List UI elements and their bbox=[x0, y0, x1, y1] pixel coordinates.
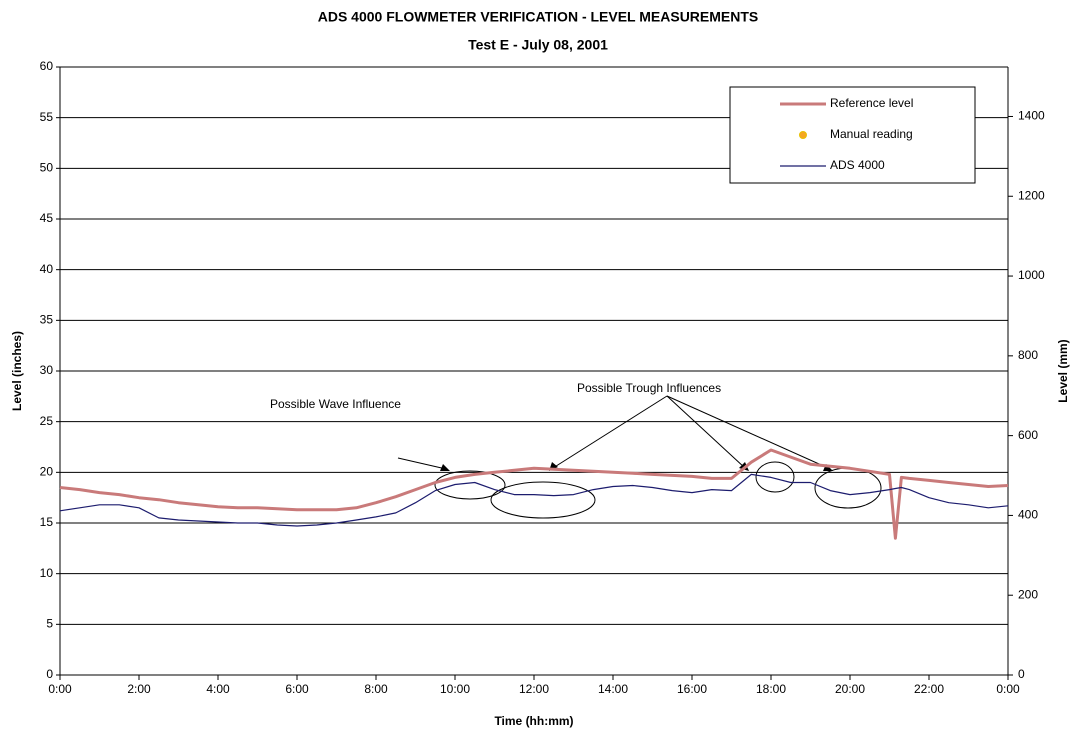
y-tick-label: 0 bbox=[46, 667, 53, 681]
chart-subtitle: Test E - July 08, 2001 bbox=[468, 37, 608, 53]
y-tick-label: 10 bbox=[40, 566, 54, 580]
annotation-shapes bbox=[397, 395, 882, 519]
legend-label: Manual reading bbox=[830, 127, 913, 141]
legend-label: ADS 4000 bbox=[830, 158, 885, 172]
arrow bbox=[666, 395, 829, 469]
arrow bbox=[666, 395, 746, 469]
y2-tick-label: 600 bbox=[1018, 428, 1038, 442]
series-line bbox=[59, 448, 1009, 540]
y2-tick-label: 1400 bbox=[1018, 109, 1045, 123]
x-tick-label: 20:00 bbox=[835, 682, 865, 696]
ellipse bbox=[434, 470, 506, 500]
ellipse bbox=[490, 481, 596, 519]
x-tick-label: 0:00 bbox=[48, 682, 72, 696]
legend-label: Reference level bbox=[830, 96, 913, 110]
y-tick-label: 60 bbox=[40, 59, 54, 73]
x-tick-label: 16:00 bbox=[677, 682, 707, 696]
arrow bbox=[552, 395, 668, 469]
y-tick-label: 25 bbox=[40, 414, 54, 428]
y2-axis-label: Level (mm) bbox=[1056, 339, 1070, 402]
y-tick-label: 30 bbox=[40, 363, 54, 377]
annotation: Possible Wave Influence bbox=[270, 397, 401, 411]
y-tick-label: 50 bbox=[40, 161, 54, 175]
arrow bbox=[397, 457, 447, 470]
arrow-head bbox=[440, 464, 450, 471]
y-tick-label: 15 bbox=[40, 515, 54, 529]
y-tick-label: 40 bbox=[40, 262, 54, 276]
x-tick-label: 22:00 bbox=[914, 682, 944, 696]
x-tick-label: 18:00 bbox=[756, 682, 786, 696]
x-tick-label: 10:00 bbox=[440, 682, 470, 696]
x-tick-label: 14:00 bbox=[598, 682, 628, 696]
y-tick-label: 20 bbox=[40, 465, 54, 479]
ellipse bbox=[755, 461, 795, 493]
x-tick-label: 8:00 bbox=[364, 682, 388, 696]
x-tick-label: 4:00 bbox=[206, 682, 230, 696]
y-tick-label: 5 bbox=[46, 617, 53, 631]
y2-tick-label: 800 bbox=[1018, 348, 1038, 362]
x-tick-label: 0:00 bbox=[996, 682, 1020, 696]
y2-tick-label: 400 bbox=[1018, 508, 1038, 522]
y-tick-label: 55 bbox=[40, 110, 54, 124]
legend-swatch bbox=[799, 131, 807, 139]
y-axis-label: Level (inches) bbox=[10, 331, 24, 411]
x-tick-label: 2:00 bbox=[127, 682, 151, 696]
legend-box bbox=[729, 86, 976, 184]
y2-tick-label: 1000 bbox=[1018, 268, 1045, 282]
y2-tick-label: 200 bbox=[1018, 587, 1038, 601]
y2-tick-label: 0 bbox=[1018, 667, 1025, 681]
y-tick-label: 45 bbox=[40, 211, 54, 225]
annotation: Possible Trough Influences bbox=[577, 381, 721, 395]
x-tick-label: 6:00 bbox=[285, 682, 309, 696]
series-line bbox=[59, 473, 1009, 527]
y2-tick-label: 1200 bbox=[1018, 188, 1045, 202]
x-axis-label: Time (hh:mm) bbox=[494, 714, 573, 728]
x-tick-label: 12:00 bbox=[519, 682, 549, 696]
chart-title: ADS 4000 FLOWMETER VERIFICATION - LEVEL … bbox=[318, 9, 759, 25]
y-tick-label: 35 bbox=[40, 313, 54, 327]
